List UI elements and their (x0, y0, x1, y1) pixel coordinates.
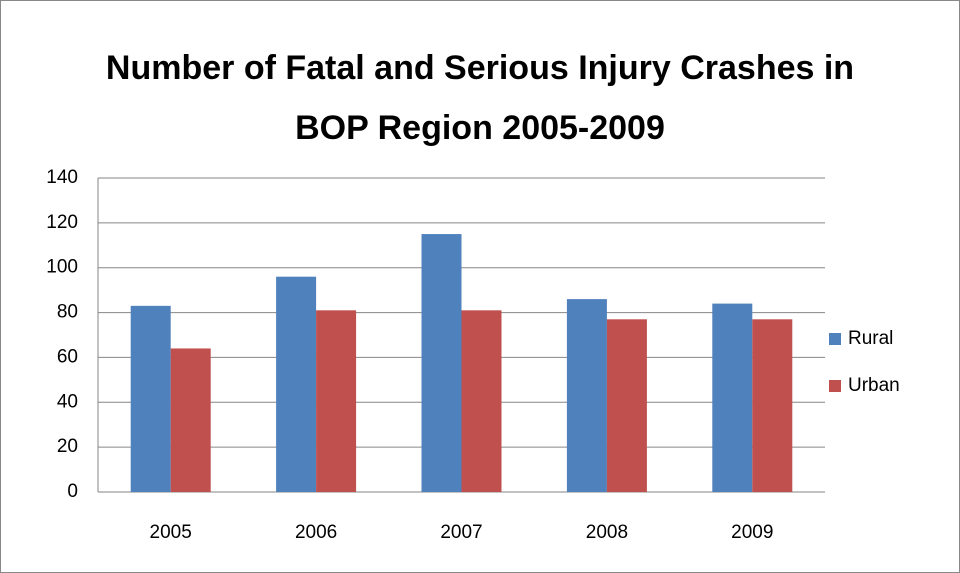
y-tick-label: 100 (46, 257, 78, 278)
bar (130, 305, 171, 492)
x-tick-label: 2005 (150, 522, 192, 543)
bar (566, 299, 607, 492)
bar (712, 303, 753, 492)
bar (752, 319, 793, 492)
y-tick-label: 80 (57, 302, 78, 323)
bar (421, 234, 462, 493)
bar (170, 348, 211, 492)
y-tick-label: 0 (67, 481, 78, 502)
chart-title: Number of Fatal and Serious Injury Crash… (105, 49, 855, 147)
y-tick-label: 120 (46, 212, 78, 233)
legend-label: Urban (848, 375, 900, 396)
legend-swatch (829, 333, 841, 345)
bar (316, 310, 357, 492)
bar (276, 276, 317, 492)
bar (461, 310, 502, 492)
y-tick-label: 140 (46, 167, 78, 188)
x-tick-label: 2007 (440, 522, 482, 543)
x-tick-label: 2008 (586, 522, 628, 543)
y-tick-label: 60 (57, 346, 78, 367)
legend-label: Rural (848, 328, 893, 349)
legend-swatch (829, 380, 841, 392)
x-tick-label: 2009 (731, 522, 773, 543)
bar (606, 319, 647, 492)
x-tick-label: 2006 (295, 522, 337, 543)
y-tick-label: 20 (57, 436, 78, 457)
y-tick-label: 40 (57, 391, 78, 412)
